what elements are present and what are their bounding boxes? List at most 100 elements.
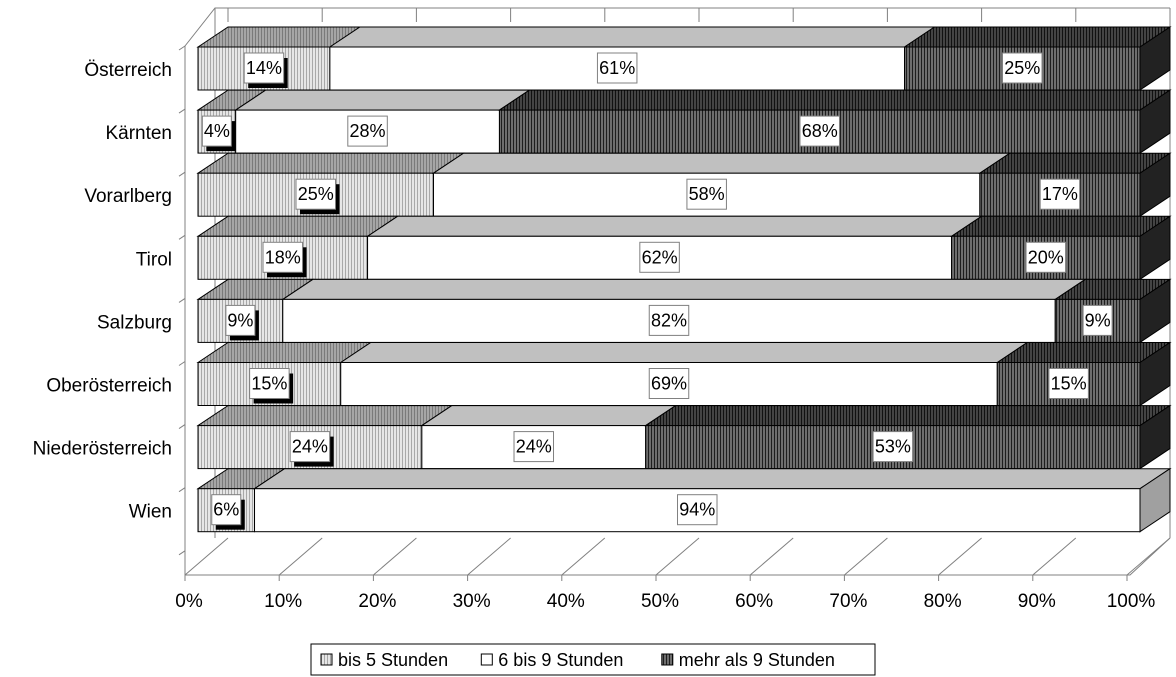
floor-gridline (373, 537, 417, 576)
data-label-box (1025, 241, 1067, 273)
bar-top-face (949, 215, 1172, 237)
floor-gridline (938, 537, 982, 576)
bar-side-face (1139, 152, 1171, 218)
bar-side-face (1139, 404, 1171, 470)
data-label: 94% (677, 494, 718, 526)
data-label-text: 94% (679, 500, 715, 520)
gridlines (184, 8, 1171, 576)
data-label: 24% (289, 431, 334, 467)
y-tick-mark (178, 487, 186, 493)
bar-segment (949, 215, 1172, 280)
category-label: Tirol (136, 249, 172, 270)
y-tick-mark (178, 424, 186, 430)
data-label: 82% (648, 304, 690, 336)
data-label-text: 24% (516, 437, 552, 457)
data-label-box (648, 304, 690, 336)
bar-top-face (497, 89, 1172, 111)
legend-swatch (320, 653, 333, 666)
data-label-box (249, 368, 290, 399)
category-label: Oberösterreich (46, 376, 172, 397)
data-label-text: 15% (251, 374, 287, 394)
y-tick-mark (178, 550, 186, 556)
x-tick-label: 70% (829, 591, 867, 612)
data-label-box (686, 178, 727, 210)
data-label-text: 17% (1042, 184, 1078, 204)
data-label: 58% (686, 178, 727, 210)
category-label: Niederösterreich (33, 439, 172, 460)
bar-top-face (281, 278, 1087, 300)
y-tick-mark (178, 361, 186, 366)
bar-top-face (339, 342, 1029, 363)
data-label-text: 24% (292, 437, 328, 457)
bar-top-face (902, 26, 1172, 48)
bar-top-face (420, 405, 678, 427)
data-label: 4% (201, 115, 236, 152)
y-tick-mark (178, 108, 186, 114)
data-label: 62% (639, 241, 680, 273)
floor-gridline (1032, 537, 1077, 576)
floor-outline (185, 537, 1171, 576)
legend-label: mehr als 9 Stunden (679, 650, 835, 670)
floor-gridline (561, 537, 606, 576)
bar-top-face (328, 26, 937, 48)
floor-gridline (467, 537, 511, 576)
y-tick-mark (178, 234, 186, 240)
legend-label: bis 5 Stunden (338, 650, 448, 670)
x-tick-label: 90% (1018, 591, 1056, 612)
bar-side-face (1139, 26, 1171, 91)
data-label: 24% (513, 431, 555, 463)
category-label: Vorarlberg (84, 186, 172, 207)
floor-gridline (184, 537, 229, 576)
x-tick-labels: 0% 10% 20% 30% 40% 50% 60% 70% 80% 90% 100% (175, 591, 1155, 612)
data-label-box (1002, 52, 1043, 84)
floor-gridline (1126, 537, 1171, 576)
data-label-box (596, 52, 638, 84)
x-tick-label: 20% (358, 591, 396, 612)
legend-item: mehr als 9 Stunden (661, 650, 835, 670)
data-label: 68% (799, 115, 840, 147)
legend-swatch (661, 653, 674, 666)
data-label-text: 28% (350, 121, 386, 141)
legend-label: 6 bis 9 Stunden (498, 650, 623, 670)
data-label: 69% (648, 368, 690, 399)
bar-top-face (252, 468, 1172, 490)
data-label-box (677, 494, 718, 526)
data-label: 15% (249, 368, 294, 404)
data-label-box (513, 431, 555, 463)
floor-gridline (278, 537, 323, 576)
floor-gridline (655, 537, 700, 576)
data-label-box (872, 431, 914, 463)
data-label-box (295, 178, 336, 210)
x-tick-label: 80% (924, 591, 962, 612)
data-label: 14% (243, 52, 288, 88)
data-label: 15% (1048, 368, 1089, 399)
data-label-box (225, 304, 256, 336)
bar-side-face (1139, 89, 1171, 155)
x-tick-label: 100% (1107, 591, 1156, 612)
y-tick-mark (178, 45, 186, 51)
x-tick-label: 60% (735, 591, 773, 612)
data-label-box (799, 115, 840, 147)
x-tick-label: 50% (641, 591, 679, 612)
bar-segment (1053, 278, 1172, 343)
data-label-text: 61% (599, 58, 635, 78)
data-label: 53% (872, 431, 914, 463)
data-label: 17% (1039, 178, 1081, 210)
bar-top-face (365, 215, 984, 237)
x-tick-label: 10% (264, 591, 302, 612)
data-label-box (639, 241, 680, 273)
x-tick-label: 30% (453, 591, 491, 612)
data-label: 20% (1025, 241, 1067, 273)
data-label-text: 18% (265, 247, 301, 267)
bar-top-face (196, 152, 466, 174)
legend-swatch (480, 653, 493, 666)
data-label: 9% (1082, 304, 1113, 336)
bar-top-face (234, 89, 532, 111)
data-label-box (289, 431, 331, 463)
data-label-text: 69% (651, 374, 687, 394)
bar-side-face (1139, 278, 1171, 344)
y-tick-mark (178, 297, 186, 303)
legend-box (310, 643, 876, 676)
data-label: 25% (295, 178, 340, 215)
